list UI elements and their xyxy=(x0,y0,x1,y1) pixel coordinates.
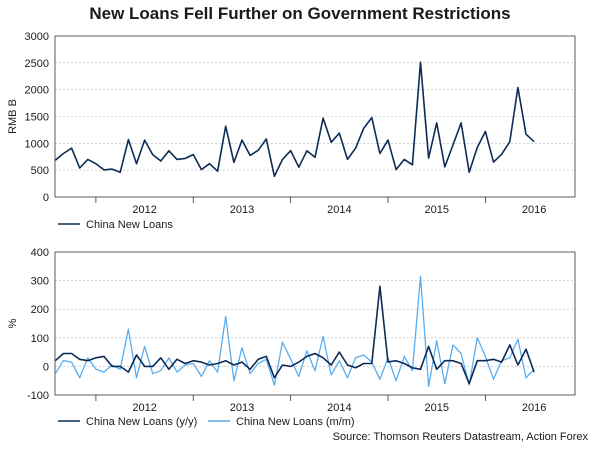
y-tick-label: 200 xyxy=(31,304,49,316)
y-tick-label: 100 xyxy=(31,333,49,345)
legend-label: China New Loans (m/m) xyxy=(236,416,355,428)
y-tick-label: 300 xyxy=(31,276,49,288)
y-tick-label: 2500 xyxy=(25,58,49,70)
chart-panel-1: 0 500 1000 1500 2000 2500 3000 2012 2013 2014 2015… xyxy=(7,31,576,231)
x-tick-label: 2016 xyxy=(522,402,546,414)
x-tick-label: 2012 xyxy=(132,204,156,216)
plot-frame xyxy=(54,35,576,198)
x-tick-label: 2014 xyxy=(327,402,351,414)
x-tick-label: 2014 xyxy=(327,204,351,216)
series-line xyxy=(54,275,535,388)
plot-frame xyxy=(54,251,576,396)
chart-panel-2: -100 0 100 200 300 400 2012 2013 2014 2015 2016% Ch… xyxy=(7,247,576,428)
legend-item: China New Loans (m/m) xyxy=(208,416,355,428)
x-tick-label: 2013 xyxy=(230,204,254,216)
y-axis-title: RMB B xyxy=(7,99,19,134)
legend-item: China New Loans xyxy=(58,219,173,231)
y-tick-label: 500 xyxy=(31,165,49,177)
y-tick-label: 1500 xyxy=(25,112,49,124)
y-tick-label: 1000 xyxy=(25,138,49,150)
y-tick-label: 0 xyxy=(43,361,49,373)
series-line xyxy=(54,285,535,385)
y-axis-title: % xyxy=(7,318,19,328)
x-tick-label: 2015 xyxy=(424,204,448,216)
page-title: New Loans Fell Further on Government Res… xyxy=(89,4,511,23)
x-tick-label: 2015 xyxy=(424,402,448,414)
series-line xyxy=(54,61,535,178)
x-tick-label: 2016 xyxy=(522,204,546,216)
y-tick-label: 400 xyxy=(31,247,49,259)
x-tick-label: 2013 xyxy=(230,402,254,414)
legend-label: China New Loans xyxy=(86,219,173,231)
legend-label: China New Loans (y/y) xyxy=(86,416,197,428)
y-tick-label: 0 xyxy=(43,192,49,204)
y-tick-label: 2000 xyxy=(25,85,49,97)
legend-item: China New Loans (y/y) xyxy=(58,416,197,428)
y-tick-label: 3000 xyxy=(25,31,49,43)
y-tick-label: -100 xyxy=(27,390,49,402)
source-note: Source: Thomson Reuters Datastream, Acti… xyxy=(332,431,588,443)
x-tick-label: 2012 xyxy=(132,402,156,414)
